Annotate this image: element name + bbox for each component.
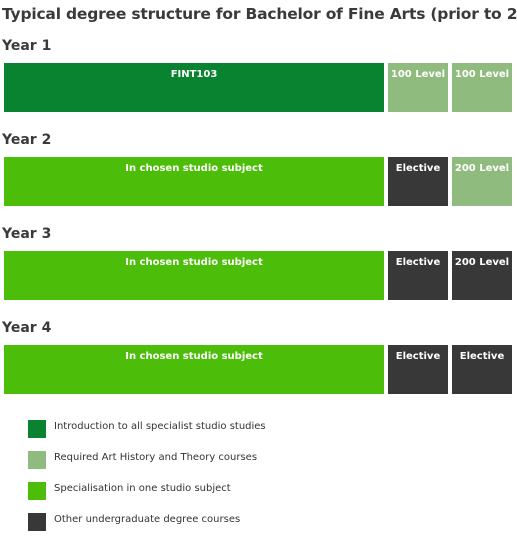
year-2-label: Year 2 [2, 132, 52, 148]
year-2-block-main: In chosen studio subject [4, 157, 384, 206]
legend-label-required: Required Art History and Theory courses [54, 452, 258, 463]
legend-label-specialisation: Specialisation in one studio subject [54, 483, 231, 494]
year-3-block-3: 200 Level [452, 251, 512, 300]
legend-label-other: Other undergraduate degree courses [54, 514, 241, 525]
legend-swatch-required [28, 451, 46, 469]
diagram-title: Typical degree structure for Bachelor of… [2, 5, 517, 23]
year-4-block-2: Elective [388, 345, 448, 394]
year-1-block-main: FINT103 [4, 63, 384, 112]
year-4-block-3: Elective [452, 345, 512, 394]
year-2-block-2: Elective [388, 157, 448, 206]
legend-label-intro: Introduction to all specialist studio st… [54, 421, 266, 432]
year-1-block-2: 100 Level [388, 63, 448, 112]
year-4-block-main: In chosen studio subject [4, 345, 384, 394]
legend-swatch-other [28, 513, 46, 531]
legend-swatch-intro [28, 420, 46, 438]
year-1-label: Year 1 [2, 38, 52, 54]
year-4-label: Year 4 [2, 320, 52, 336]
legend-swatch-specialisation [28, 482, 46, 500]
year-3-label: Year 3 [2, 226, 52, 242]
year-2-block-3: 200 Level [452, 157, 512, 206]
year-3-block-main: In chosen studio subject [4, 251, 384, 300]
year-1-block-3: 100 Level [452, 63, 512, 112]
year-3-block-2: Elective [388, 251, 448, 300]
